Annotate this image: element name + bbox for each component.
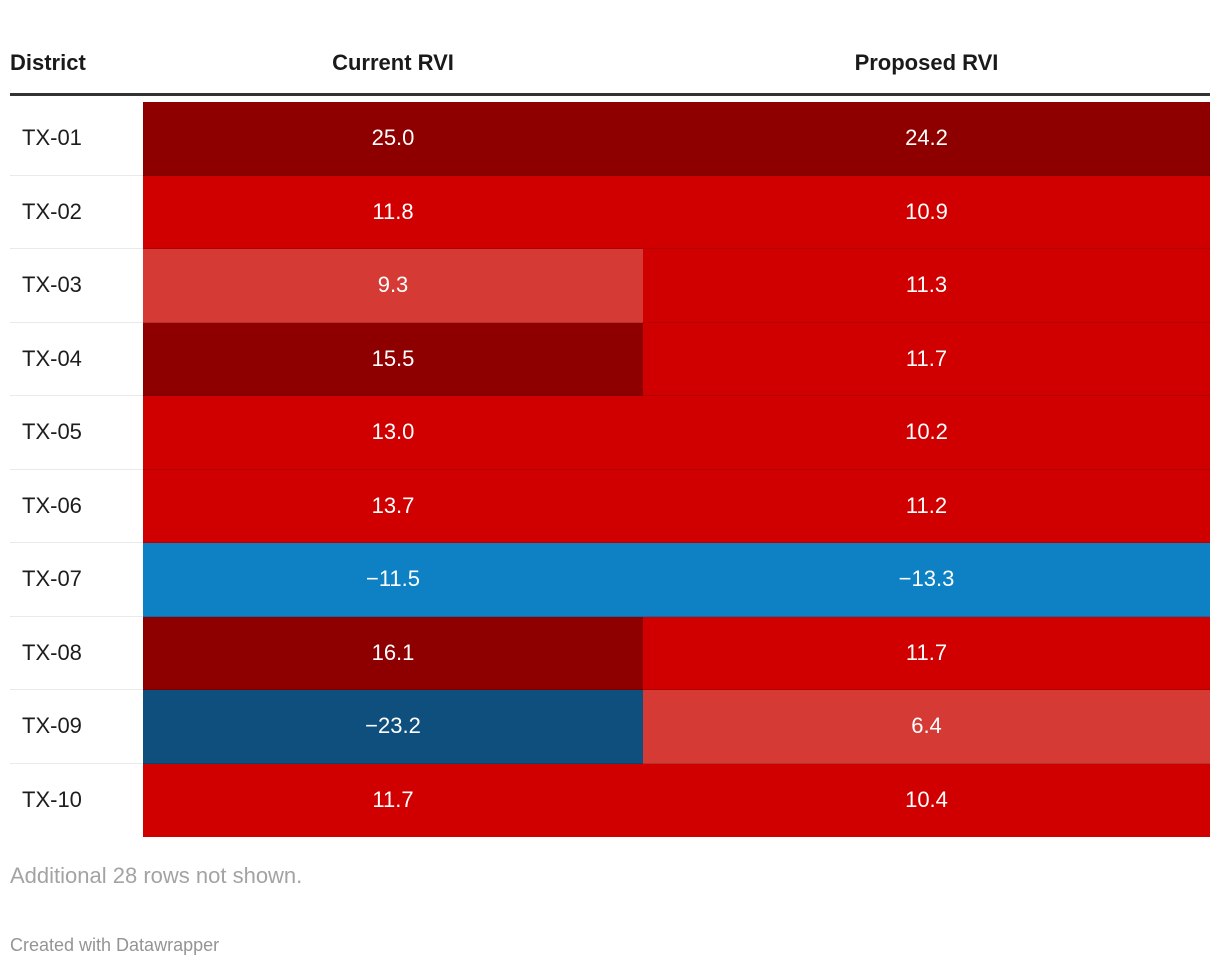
- district-cell: TX-08: [10, 616, 143, 690]
- current-rvi-cell: 11.8: [143, 175, 643, 249]
- proposed-rvi-cell: 11.3: [643, 249, 1210, 323]
- column-header-current-rvi: Current RVI: [332, 49, 454, 75]
- current-rvi-cell: 11.7: [143, 763, 643, 837]
- rvi-table: District Current RVI Proposed RVI TX-01 2…: [10, 0, 1210, 956]
- district-cell: TX-07: [10, 543, 143, 617]
- current-rvi-cell: 16.1: [143, 616, 643, 690]
- rows-not-shown-note: Additional 28 rows not shown.: [10, 863, 303, 888]
- proposed-rvi-cell: −13.3: [643, 543, 1210, 617]
- proposed-rvi-cell: 10.4: [643, 763, 1210, 837]
- table-body: TX-01 25.0 24.2 TX-02 11.8 10.9 TX-03 9.3 11.3 TX…: [10, 102, 1210, 837]
- proposed-rvi-cell: 10.9: [643, 175, 1210, 249]
- table-row: TX-09 −23.2 6.4: [10, 690, 1210, 764]
- district-cell: TX-01: [10, 102, 143, 176]
- district-cell: TX-10: [10, 763, 143, 837]
- table-header-row: District Current RVI Proposed RVI: [10, 0, 1210, 96]
- district-cell: TX-04: [10, 322, 143, 396]
- district-cell: TX-09: [10, 690, 143, 764]
- proposed-rvi-cell: 11.2: [643, 469, 1210, 543]
- current-rvi-cell: −23.2: [143, 690, 643, 764]
- district-cell: TX-03: [10, 249, 143, 323]
- district-cell: TX-06: [10, 469, 143, 543]
- current-rvi-cell: 15.5: [143, 322, 643, 396]
- proposed-rvi-cell: 11.7: [643, 322, 1210, 396]
- table-row: TX-05 13.0 10.2: [10, 396, 1210, 470]
- proposed-rvi-cell: 10.2: [643, 396, 1210, 470]
- current-rvi-cell: 9.3: [143, 249, 643, 323]
- current-rvi-cell: −11.5: [143, 543, 643, 617]
- proposed-rvi-cell: 24.2: [643, 102, 1210, 176]
- table-row: TX-08 16.1 11.7: [10, 616, 1210, 690]
- proposed-rvi-cell: 11.7: [643, 616, 1210, 690]
- datawrapper-attribution: Created with Datawrapper: [10, 935, 220, 955]
- table-row: TX-04 15.5 11.7: [10, 322, 1210, 396]
- table-row: TX-07 −11.5 −13.3: [10, 543, 1210, 617]
- current-rvi-cell: 25.0: [143, 102, 643, 176]
- district-cell: TX-02: [10, 175, 143, 249]
- table-row: TX-03 9.3 11.3: [10, 249, 1210, 323]
- column-header-proposed-rvi: Proposed RVI: [854, 49, 999, 75]
- column-header-district: District: [10, 49, 86, 75]
- table-row: TX-10 11.7 10.4: [10, 763, 1210, 837]
- district-cell: TX-05: [10, 396, 143, 470]
- table-row: TX-06 13.7 11.2: [10, 469, 1210, 543]
- proposed-rvi-cell: 6.4: [643, 690, 1210, 764]
- current-rvi-cell: 13.7: [143, 469, 643, 543]
- current-rvi-cell: 13.0: [143, 396, 643, 470]
- table-row: TX-01 25.0 24.2: [10, 102, 1210, 176]
- table-row: TX-02 11.8 10.9: [10, 175, 1210, 249]
